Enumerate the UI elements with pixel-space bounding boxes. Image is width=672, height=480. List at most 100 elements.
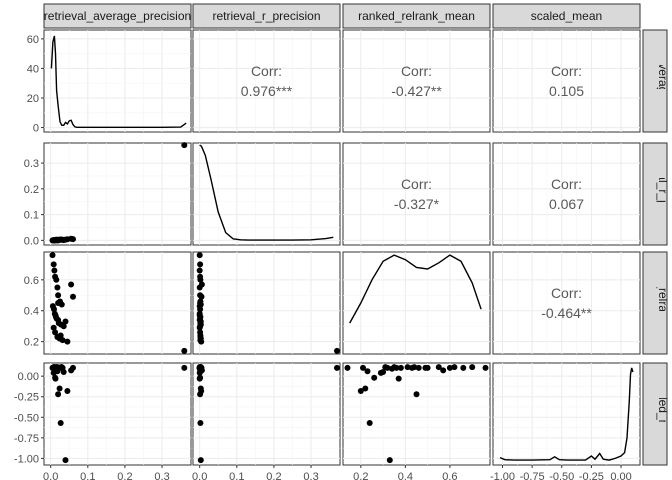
scatter-point xyxy=(68,281,75,288)
scatter-point xyxy=(413,391,420,398)
scatter-point xyxy=(196,375,203,382)
content-layer: Corr: 0.976*** Corr: -0.427** Corr: 0.105 Corr… xyxy=(49,35,634,464)
strip-right-retrieval-average-precision xyxy=(642,29,668,133)
x-tick-label: 0.2 xyxy=(117,471,132,480)
x-tick-label: 0.3 xyxy=(303,471,318,480)
scatter-point xyxy=(53,276,60,283)
scatter-point xyxy=(62,318,69,325)
scatter-point xyxy=(181,347,188,354)
strip-right-scaled-mean xyxy=(642,362,668,466)
scatter-point xyxy=(482,364,489,371)
density-line-retrieval-r-precision xyxy=(199,144,334,241)
scatter-point xyxy=(198,293,205,300)
axes-layer: 0 20 40 60 0.0 0.1 0.2 0.3 0.2 0.4 0.6 0.00 -0.25 -0.… xyxy=(14,34,632,480)
y-tick-label: -0.75 xyxy=(14,433,39,445)
scatter-point xyxy=(57,332,64,339)
scatter-point xyxy=(389,365,395,372)
strip-top-scaled-mean xyxy=(492,3,641,29)
y-tick-label: -0.50 xyxy=(14,412,39,424)
scatter-point xyxy=(196,252,203,259)
y-tick-label: 0.2 xyxy=(24,184,39,196)
panel-0-3 xyxy=(492,29,641,133)
x-tick-label: -0.50 xyxy=(549,471,574,480)
panel-2-3 xyxy=(492,251,641,355)
scatter-point xyxy=(51,306,57,313)
scatter-point xyxy=(357,388,364,394)
scatter-point xyxy=(50,324,57,331)
corr-value: -0.327* xyxy=(394,196,440,212)
y-tick-label: 0.1 xyxy=(24,210,39,222)
scatter-point xyxy=(55,292,62,299)
scatter-point xyxy=(362,385,369,392)
panel-2-0 xyxy=(43,251,192,355)
y-tick-label: -0.25 xyxy=(14,392,39,404)
scatter-point xyxy=(52,329,59,336)
scatter-point xyxy=(460,364,467,371)
scatter-point xyxy=(197,276,204,283)
x-tick-label: 0.3 xyxy=(154,471,169,480)
scatter-point xyxy=(435,364,442,371)
corr-label: Corr: xyxy=(551,285,582,301)
strip-label-top: scaled_mean xyxy=(531,9,602,23)
scatter-point xyxy=(181,142,188,149)
scatter-point xyxy=(386,457,393,464)
density-line-scaled-mean xyxy=(499,367,634,461)
corr-label: Corr: xyxy=(401,63,432,79)
scatter-point xyxy=(68,367,75,374)
x-tick-label: 0.1 xyxy=(229,471,244,480)
scatter-point xyxy=(440,367,447,374)
scatter-point xyxy=(197,332,204,339)
x-tick-label: -0.25 xyxy=(579,471,604,480)
scatter-point xyxy=(366,420,373,426)
y-tick-label: 0.6 xyxy=(24,275,39,287)
y-tick-label: 0.2 xyxy=(24,337,39,349)
panel-3-2 xyxy=(342,362,491,466)
y-tick-label: 0 xyxy=(33,123,39,135)
scatter-point xyxy=(446,364,453,371)
scatter-point xyxy=(50,261,57,268)
panel-1-3 xyxy=(492,142,641,246)
scatter-point xyxy=(334,347,340,354)
corr-value: -0.427** xyxy=(391,83,442,99)
scatter-point xyxy=(344,364,351,371)
panel-3-1 xyxy=(192,362,341,466)
strip-label-right: retrieval_r_precision xyxy=(656,140,670,248)
corr-value: 0.105 xyxy=(549,83,584,99)
strip-label-right: retrieval_average_precision xyxy=(656,7,670,154)
scatter-point xyxy=(59,337,66,344)
strip-label-right: ranked_relrank_mean xyxy=(656,245,670,362)
strip-label-top: ranked_relrank_mean xyxy=(358,9,475,23)
scatter-point xyxy=(54,368,61,375)
scatter-point xyxy=(198,367,205,374)
scatter-point xyxy=(197,300,204,306)
scatter-point xyxy=(181,364,188,371)
x-tick-label: 0.2 xyxy=(266,471,281,480)
y-tick-label: 0.0 xyxy=(24,235,39,247)
grid-layer xyxy=(43,29,641,466)
scatter-point xyxy=(52,312,59,319)
scatter-point xyxy=(197,457,204,464)
corr-value: -0.464** xyxy=(541,305,592,321)
scatter-point xyxy=(56,385,63,392)
scatter-point xyxy=(197,306,204,313)
panel-3-0 xyxy=(43,362,192,466)
scatter-point xyxy=(62,457,69,464)
y-tick-label: 20 xyxy=(27,93,39,105)
scatter-point xyxy=(197,318,204,325)
scatter-point xyxy=(57,236,64,243)
scatter-point xyxy=(397,364,404,371)
y-tick-label: 0.3 xyxy=(24,158,39,170)
scatter-point xyxy=(55,391,62,398)
panel-0-0 xyxy=(43,29,192,133)
strip-label-right: scaled_mean xyxy=(656,378,670,449)
scatter-point xyxy=(469,364,476,371)
panel-1-1 xyxy=(192,142,341,246)
scatter-point xyxy=(55,300,62,306)
scatter-point xyxy=(57,420,64,426)
scatter-point xyxy=(377,369,384,376)
strip-top-retrieval-average-precision xyxy=(43,3,192,29)
scatter-point xyxy=(364,368,371,375)
scatter-point xyxy=(198,281,205,288)
scatter-point xyxy=(54,284,61,291)
